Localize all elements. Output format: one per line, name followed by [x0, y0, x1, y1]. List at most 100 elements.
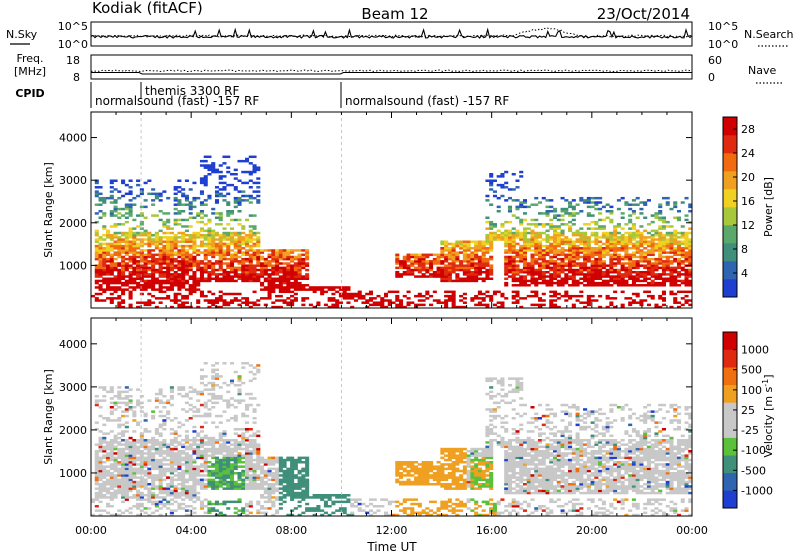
- heatmap-cell: [639, 301, 644, 304]
- heatmap-cell: [590, 299, 595, 302]
- heatmap-cell: [316, 303, 321, 307]
- heatmap-cell: [173, 238, 178, 241]
- heatmap-cell: [237, 476, 242, 479]
- heatmap-cell: [166, 253, 171, 257]
- heatmap-cell: [560, 294, 565, 298]
- heatmap-cell: [181, 485, 186, 488]
- heatmap-cell: [323, 303, 328, 307]
- heatmap-cell: [271, 286, 276, 289]
- heatmap-cell: [545, 249, 550, 252]
- heatmap-cell: [124, 395, 129, 398]
- heatmap-cell: [237, 249, 242, 252]
- heatmap-cell: [571, 305, 576, 309]
- heatmap-cell: [590, 277, 595, 280]
- heatmap-cell: [207, 262, 212, 265]
- heatmap-cell: [222, 430, 227, 433]
- heatmap-cell: [124, 403, 129, 407]
- heatmap-cell: [218, 469, 223, 473]
- heatmap-cell: [117, 395, 122, 398]
- power-heatmap-data: [91, 155, 693, 309]
- heatmap-cell: [128, 478, 133, 482]
- heatmap-cell: [98, 509, 103, 512]
- heatmap-cell: [248, 249, 253, 252]
- heatmap-cell: [286, 270, 291, 274]
- heatmap-cell: [158, 469, 163, 473]
- heatmap-cell: [688, 249, 693, 252]
- heatmap-cell: [143, 445, 148, 449]
- heatmap-cell: [121, 288, 126, 291]
- heatmap-cell: [233, 273, 238, 276]
- heatmap-cell: [229, 299, 235, 302]
- heatmap-cell: [451, 242, 456, 246]
- heatmap-cell: [507, 262, 512, 265]
- heatmap-cell: [166, 277, 171, 280]
- heatmap-cell: [474, 251, 479, 254]
- heatmap-cell: [451, 268, 456, 272]
- heatmap-cell: [196, 262, 201, 265]
- heatmap-cell: [429, 260, 434, 263]
- heatmap-cell: [218, 443, 223, 446]
- heatmap-cell: [583, 247, 588, 250]
- heatmap-cell: [526, 242, 531, 246]
- heatmap-cell: [226, 155, 231, 159]
- heatmap-cell: [169, 281, 174, 285]
- heatmap-cell: [492, 290, 497, 294]
- heatmap-cell: [305, 288, 310, 291]
- heatmap-cell: [462, 292, 467, 296]
- heatmap-cell: [214, 485, 220, 488]
- heatmap-cell: [658, 305, 663, 309]
- heatmap-cell: [117, 305, 122, 309]
- heatmap-cell: [643, 299, 648, 302]
- heatmap-cell: [151, 286, 156, 289]
- heatmap-cell: [568, 284, 573, 287]
- heatmap-cell: [196, 260, 201, 263]
- heatmap-cell: [151, 511, 156, 515]
- heatmap-cell: [147, 483, 152, 486]
- heatmap-cell: [192, 441, 197, 444]
- heatmap-cell: [181, 286, 186, 289]
- heatmap-cell: [132, 270, 137, 274]
- heatmap-cell: [188, 286, 193, 289]
- heatmap-cell: [207, 218, 212, 222]
- heatmap-cell: [290, 270, 295, 274]
- heatmap-cell: [350, 294, 355, 298]
- heatmap-cell: [147, 399, 152, 402]
- heatmap-cell: [474, 249, 479, 252]
- heatmap-cell: [248, 476, 253, 479]
- heatmap-cell: [211, 463, 216, 466]
- heatmap-cell: [121, 390, 126, 394]
- heatmap-cell: [121, 251, 126, 254]
- heatmap-cell: [121, 266, 126, 270]
- heatmap-cell: [575, 273, 580, 276]
- heatmap-cell: [504, 277, 509, 280]
- heatmap-cell: [218, 467, 223, 471]
- heatmap-cell: [564, 294, 569, 298]
- heatmap-cell: [106, 458, 111, 462]
- heatmap-cell: [132, 286, 137, 289]
- heatmap-cell: [335, 301, 340, 304]
- heatmap-cell: [139, 286, 144, 289]
- heatmap-cell: [102, 290, 107, 294]
- heatmap-cell: [474, 244, 479, 248]
- heatmap-cell: [237, 231, 242, 235]
- heatmap-cell: [440, 277, 445, 280]
- heatmap-cell: [147, 279, 152, 283]
- heatmap-cell: [102, 262, 107, 265]
- heatmap-cell: [519, 270, 524, 274]
- heatmap-cell: [305, 264, 310, 267]
- heatmap-cell: [537, 277, 543, 280]
- heatmap-cell: [643, 273, 648, 276]
- heatmap-cell: [489, 247, 494, 250]
- heatmap-cell: [128, 447, 133, 451]
- heatmap-cell: [673, 297, 678, 300]
- heatmap-cell: [605, 275, 610, 278]
- heatmap-cell: [136, 255, 141, 259]
- heatmap-cell: [245, 273, 250, 276]
- heatmap-cell: [121, 461, 126, 464]
- heatmap-cell: [669, 251, 674, 254]
- heatmap-cell: [218, 463, 223, 466]
- heatmap-cell: [218, 279, 223, 283]
- heatmap-cell: [132, 487, 137, 490]
- heatmap-cell: [628, 257, 633, 261]
- heatmap-cell: [151, 485, 156, 488]
